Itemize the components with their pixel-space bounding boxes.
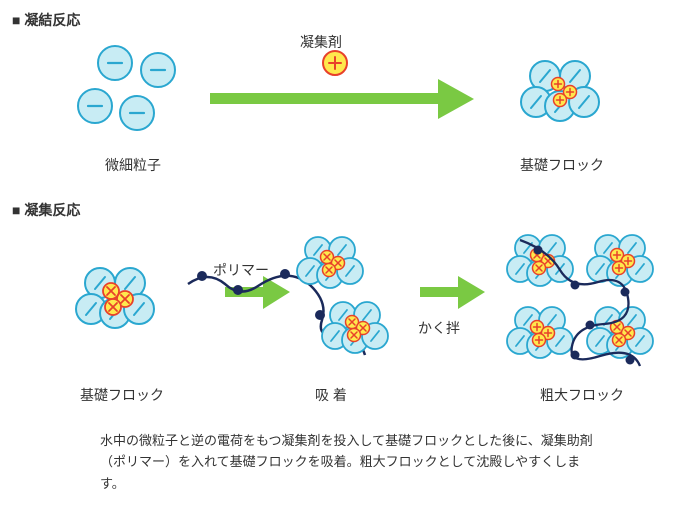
fine-particle	[78, 89, 112, 123]
coagulant-particle	[323, 51, 347, 75]
arrow-stirring	[420, 276, 485, 309]
label-coarse-floc: 粗大フロック	[540, 385, 624, 405]
diagram-canvas: ■ 凝結反応	[0, 0, 700, 511]
heading-coagulation: ■ 凝結反応	[12, 10, 80, 30]
heading-flocculation: ■ 凝集反応	[12, 200, 80, 220]
label-polymer: ポリマー	[213, 260, 269, 280]
basic-floc	[521, 61, 599, 121]
label-fine-particles: 微細粒子	[105, 155, 161, 175]
adsorbed-floc	[322, 302, 388, 353]
label-adsorption: 吸 着	[315, 385, 347, 405]
label-stirring: かく拌	[418, 318, 460, 338]
fine-particle	[141, 53, 175, 87]
fine-particle	[98, 46, 132, 80]
label-basic-floc-2: 基礎フロック	[80, 385, 164, 405]
description-text: 水中の微粒子と逆の電荷をもつ凝集剤を投入して基礎フロックとした後に、凝集助剤（ポ…	[100, 430, 600, 494]
arrow-coagulation	[210, 79, 474, 119]
fine-particle	[120, 96, 154, 130]
coarse-floc	[507, 235, 653, 366]
label-basic-floc: 基礎フロック	[520, 155, 604, 175]
basic-floc-2	[76, 268, 154, 328]
label-coagulant: 凝集剤	[300, 32, 342, 52]
adsorbed-floc	[297, 237, 363, 288]
